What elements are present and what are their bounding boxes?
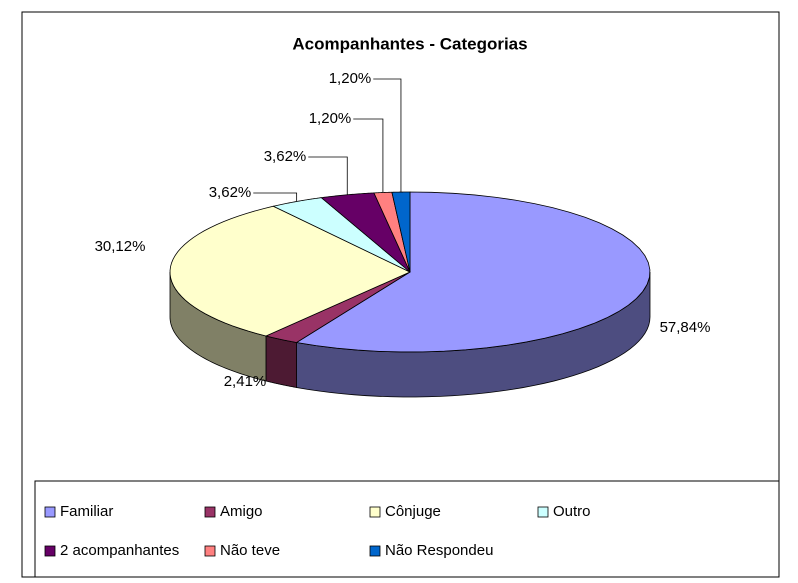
- legend-label: Familiar: [60, 503, 113, 520]
- leader-line: [253, 192, 298, 202]
- legend-label: Não teve: [220, 542, 280, 559]
- slice-side: [265, 335, 297, 388]
- legend-swatch: [369, 545, 381, 557]
- pie-slice: [295, 191, 651, 353]
- legend-label: 2 acompanhantes: [60, 542, 179, 559]
- legend-label: Outro: [553, 503, 591, 520]
- legend-box: [34, 480, 780, 578]
- pie-slice: [272, 197, 411, 273]
- data-label: 2,41%: [224, 373, 267, 390]
- legend-label: Cônjuge: [385, 503, 441, 520]
- data-label: 30,12%: [95, 238, 146, 255]
- chart-title: Acompanhantes - Categorias: [292, 34, 527, 53]
- legend-label: Amigo: [220, 503, 263, 520]
- data-label: 3,62%: [264, 148, 307, 165]
- leader-line: [308, 156, 348, 195]
- data-label: 1,20%: [329, 70, 372, 87]
- legend-swatch: [369, 506, 381, 518]
- data-label: 1,20%: [309, 110, 352, 127]
- legend-swatch: [44, 506, 56, 518]
- leader-line: [353, 118, 384, 193]
- pie-slice: [169, 205, 411, 337]
- legend-swatch: [537, 506, 549, 518]
- legend-swatch: [204, 506, 216, 518]
- data-label: 57,84%: [660, 319, 711, 336]
- leader-line: [373, 78, 402, 193]
- legend-label: Não Respondeu: [385, 542, 493, 559]
- legend-swatch: [44, 545, 56, 557]
- data-label: 3,62%: [209, 184, 252, 201]
- legend-swatch: [204, 545, 216, 557]
- pie-slice: [391, 191, 411, 273]
- pie-slice: [264, 271, 411, 343]
